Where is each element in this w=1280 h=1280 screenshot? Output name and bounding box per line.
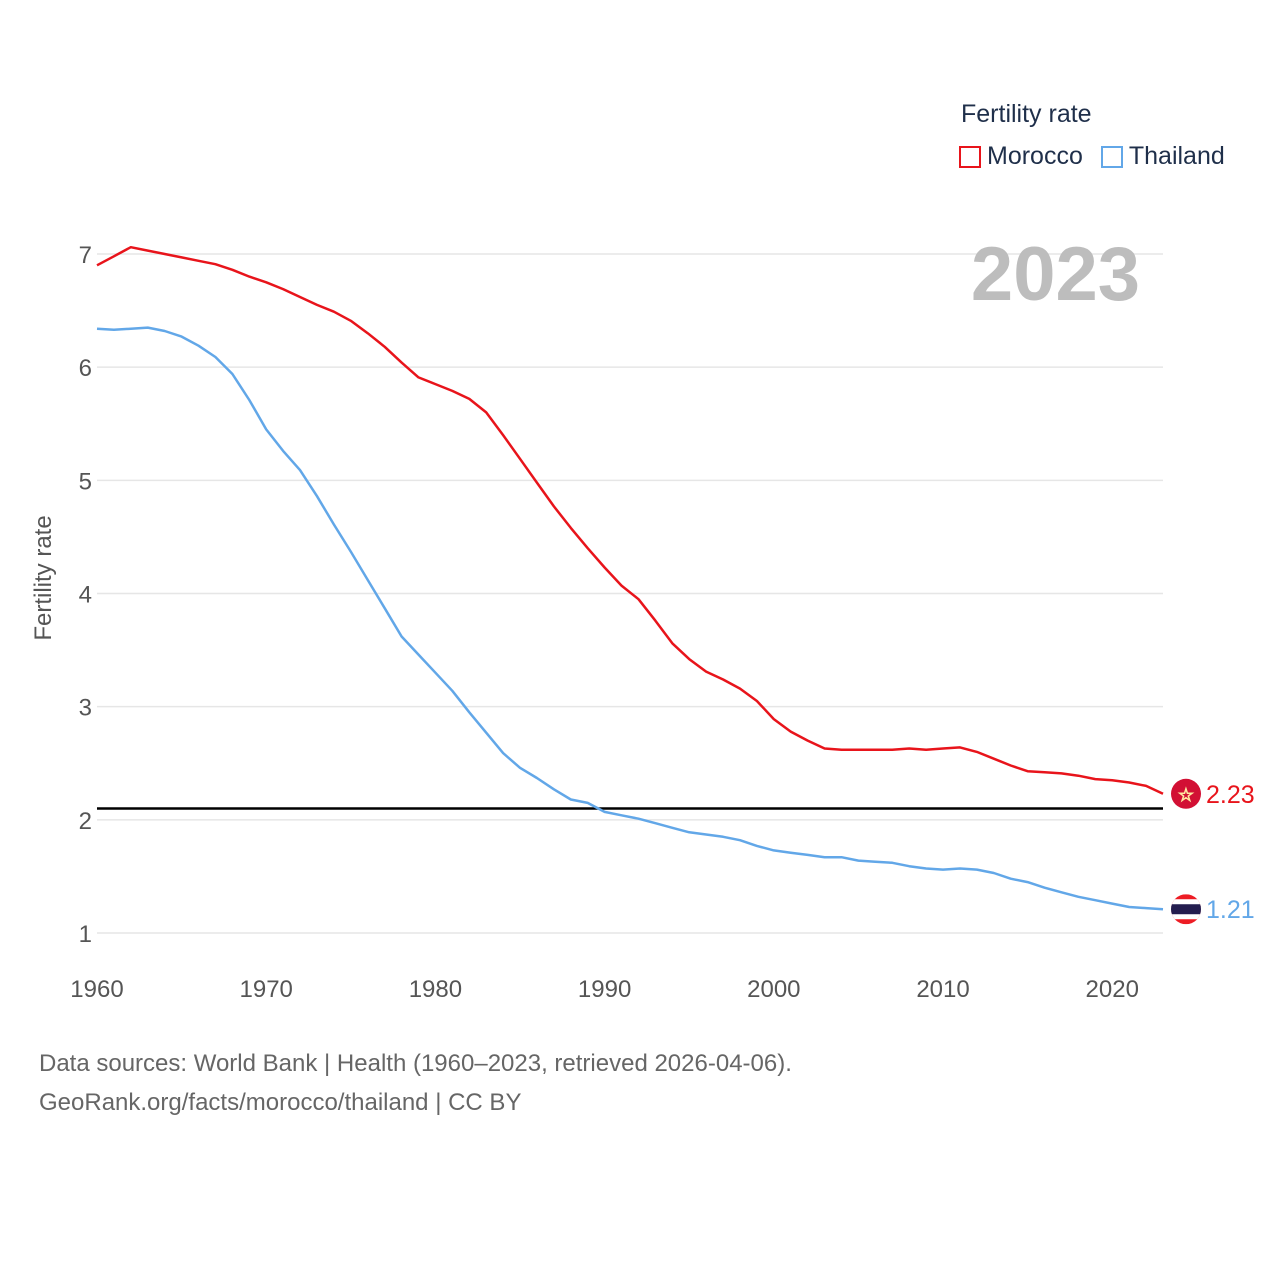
y-tick-label: 5	[79, 468, 92, 495]
y-tick-label: 4	[79, 582, 92, 609]
end-markers: ☆ 2.23 1.21	[1171, 778, 1255, 925]
thailand-flag-icon	[1171, 894, 1201, 925]
x-tick-label: 1980	[409, 976, 462, 1003]
source-link[interactable]: GeoRank.org/facts/morocco/thailand | CC …	[39, 1089, 522, 1116]
year-label: 2023	[971, 232, 1140, 317]
legend: Morocco Thailand	[959, 142, 1243, 171]
morocco-flag-disc	[1171, 778, 1201, 809]
y-axis: 1 2 3 4 5 6 7	[79, 242, 92, 948]
y-tick-label: 3	[79, 695, 92, 722]
y-tick-label: 1	[79, 921, 92, 948]
series-line-morocco	[96, 245, 1164, 795]
gridlines	[97, 253, 1163, 934]
y-tick-label: 7	[79, 242, 92, 269]
legend-item-morocco[interactable]: Morocco	[959, 142, 1083, 171]
y-tick-label: 6	[79, 355, 92, 382]
legend-label-morocco: Morocco	[987, 142, 1083, 170]
end-value-label-morocco: 2.23	[1206, 781, 1255, 809]
x-tick-label: 1970	[240, 976, 293, 1003]
star-icon: ☆	[1178, 785, 1194, 806]
x-tick-label: 2020	[1086, 976, 1139, 1003]
end-value-label-thailand: 1.21	[1206, 896, 1255, 924]
x-tick-label: 2010	[916, 976, 969, 1003]
x-tick-label: 1990	[578, 976, 631, 1003]
morocco-flag-icon: ☆	[1171, 778, 1201, 809]
y-tick-label: 2	[79, 808, 92, 835]
x-tick-label: 2000	[747, 976, 800, 1003]
legend-swatch-thailand	[1100, 145, 1123, 168]
legend-label-thailand: Thailand	[1128, 142, 1225, 170]
series-line-thailand	[96, 326, 1164, 911]
thailand-flag-blue	[1171, 904, 1201, 915]
footer: Data sources: World Bank | Health (1960–…	[39, 1044, 792, 1122]
legend-title: Fertility rate	[961, 100, 1092, 128]
legend-swatch-morocco	[959, 145, 981, 168]
series-lines	[96, 245, 1164, 911]
data-source-text: Data sources: World Bank | Health (1960–…	[39, 1050, 792, 1077]
legend-item-thailand[interactable]: Thailand	[1100, 142, 1225, 171]
x-axis: 1960 1970 1980 1990 2000 2010 2020	[70, 976, 1139, 1003]
y-axis-label: Fertility rate	[30, 515, 57, 640]
x-tick-label: 1960	[70, 976, 123, 1003]
